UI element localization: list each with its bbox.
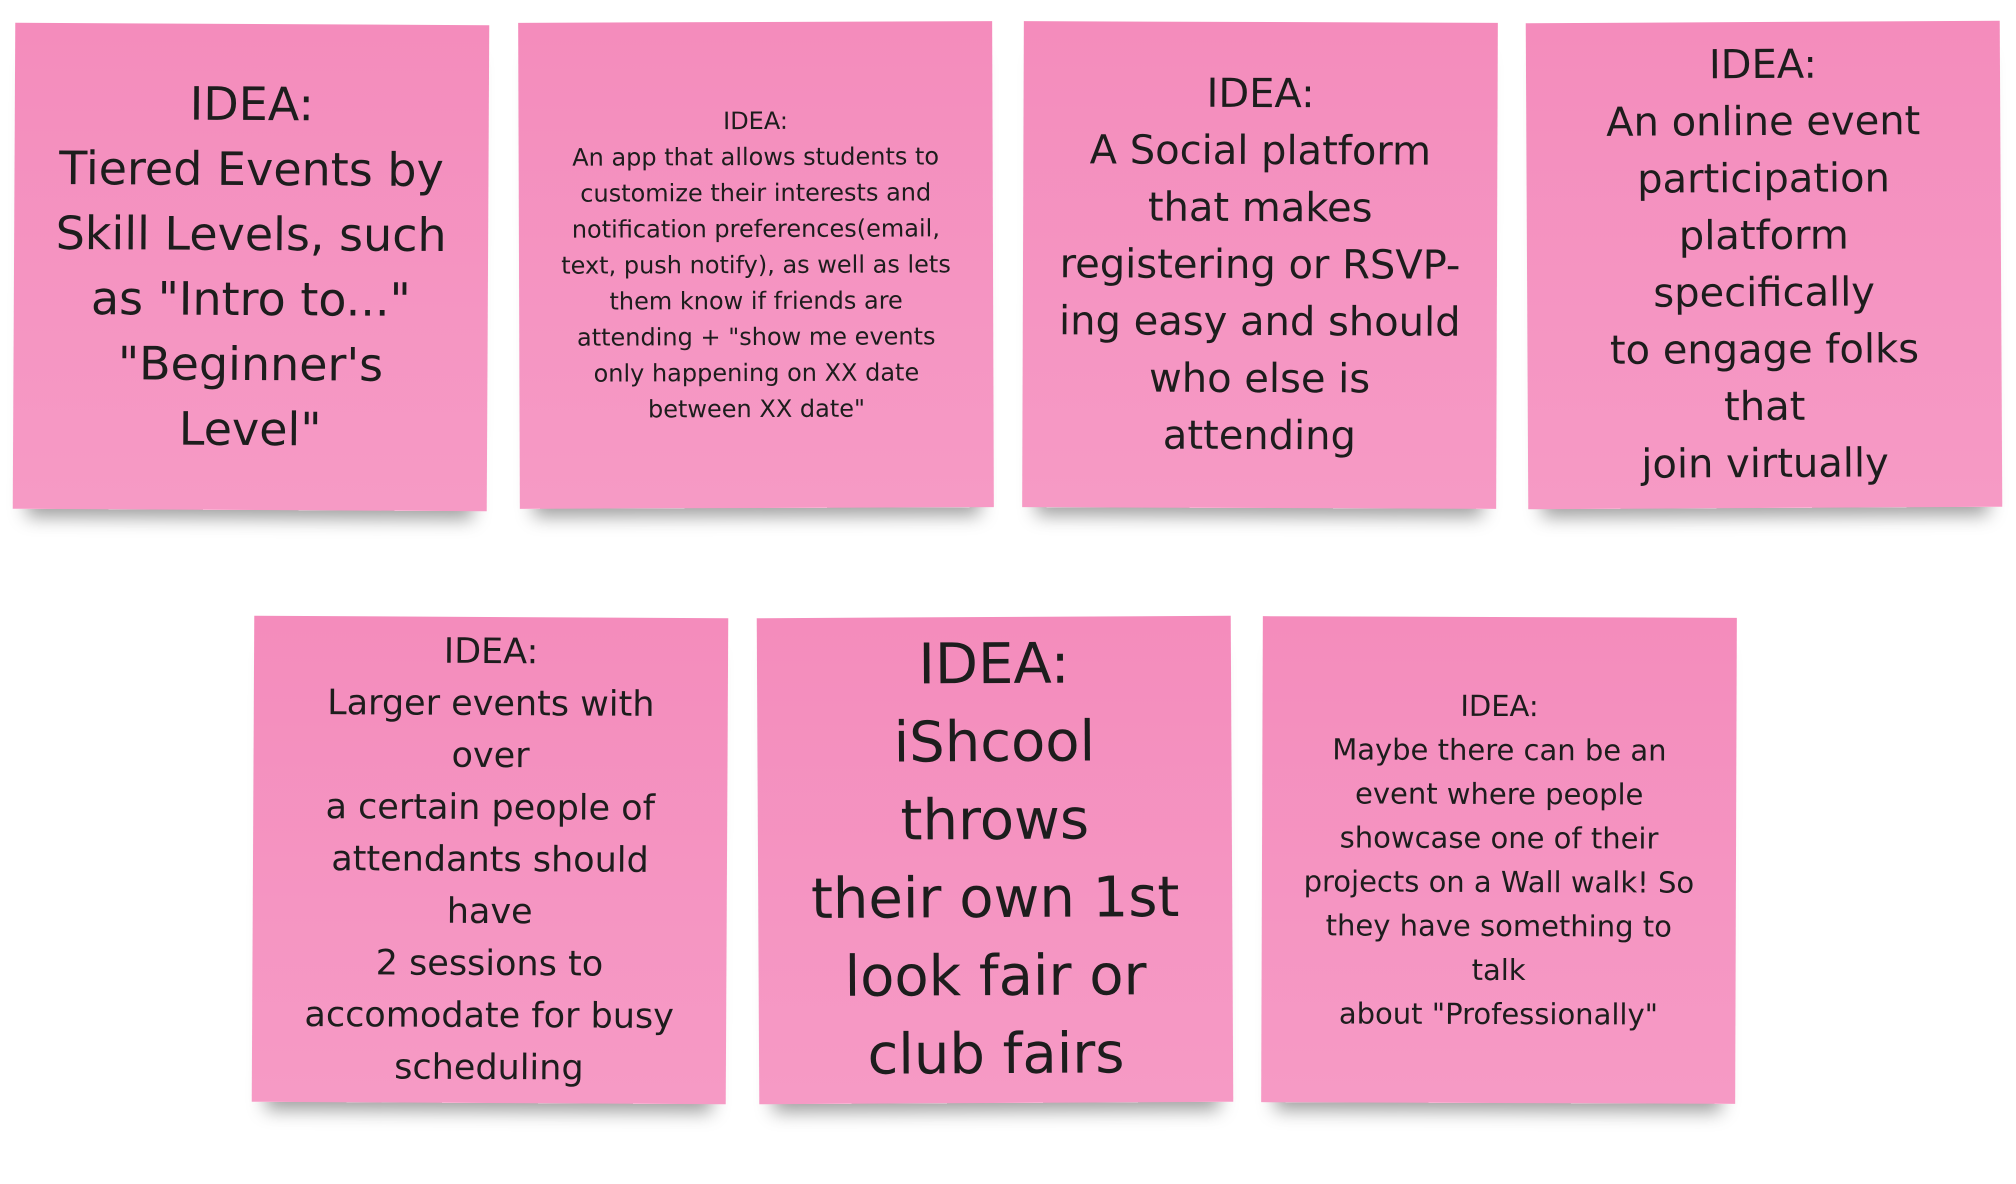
sticky-note-text: IDEA: An online event participation plat… (1606, 41, 1921, 488)
sticky-note-ishcool-fair[interactable]: IDEA: iShcool throws their own 1st look … (756, 615, 1234, 1105)
sticky-note-student-app[interactable]: IDEA: An app that allows students to cus… (518, 21, 994, 509)
sticky-note-text: IDEA: iShcool throws their own 1st look … (810, 631, 1180, 1088)
sticky-note-wall-walk[interactable]: IDEA: Maybe there can be an event where … (1261, 616, 1737, 1104)
sticky-note-larger-events[interactable]: IDEA: Larger events with over a certain … (251, 615, 729, 1105)
sticky-note-social-platform[interactable]: IDEA: A Social platform that makes regis… (1022, 21, 1498, 509)
sticky-note-text: IDEA: Maybe there can be an event where … (1303, 688, 1695, 1032)
sticky-note-text: IDEA: Tiered Events by Skill Levels, suc… (55, 76, 447, 457)
sticky-note-text: IDEA: Larger events with over a certain … (304, 631, 675, 1089)
sticky-note-text: IDEA: An app that allows students to cus… (561, 106, 951, 424)
sticky-note-tiered-events[interactable]: IDEA: Tiered Events by Skill Levels, suc… (12, 22, 490, 512)
sticky-note-text: IDEA: A Social platform that makes regis… (1059, 70, 1461, 459)
sticky-note-online-event-platform[interactable]: IDEA: An online event participation plat… (1525, 20, 2003, 510)
